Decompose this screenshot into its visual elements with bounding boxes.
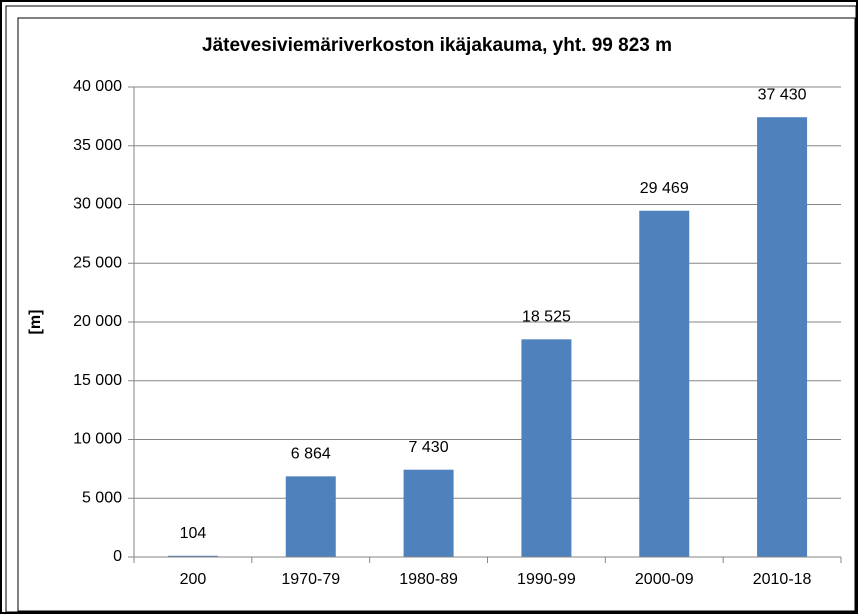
x-tick-label: 2010-18 xyxy=(753,571,812,588)
bar xyxy=(285,476,336,557)
y-tick-label: 10 000 xyxy=(73,431,122,448)
y-tick-label: 35 000 xyxy=(73,137,122,154)
y-tick-label: 15 000 xyxy=(73,372,122,389)
outer-border-inner xyxy=(5,5,857,613)
data-label: 104 xyxy=(180,525,207,542)
bar xyxy=(521,339,572,557)
x-tick-label: 1990-99 xyxy=(517,571,576,588)
bar xyxy=(757,117,808,557)
y-tick-label: 20 000 xyxy=(73,313,122,330)
data-label: 6 864 xyxy=(291,446,331,463)
x-tick-label: 200 xyxy=(180,571,207,588)
data-label: 18 525 xyxy=(522,309,571,326)
data-label: 29 469 xyxy=(640,180,689,197)
y-tick-label: 0 xyxy=(113,548,122,565)
y-axis-label: [m] xyxy=(27,310,44,335)
chart-title: Jätevesiviemäriverkoston ikäjakauma, yht… xyxy=(202,35,672,56)
data-label: 37 430 xyxy=(758,86,807,103)
x-tick-label: 1980-89 xyxy=(399,571,458,588)
data-label: 7 430 xyxy=(409,439,449,456)
x-tick-label: 2000-09 xyxy=(635,571,694,588)
bar xyxy=(167,555,218,557)
y-tick-label: 40 000 xyxy=(73,78,122,95)
y-tick-label: 30 000 xyxy=(73,196,122,213)
x-tick-label: 1970-79 xyxy=(281,571,340,588)
bar xyxy=(639,210,690,557)
y-tick-label: 25 000 xyxy=(73,254,122,271)
bar xyxy=(403,469,454,557)
y-tick-label: 5 000 xyxy=(82,489,122,506)
